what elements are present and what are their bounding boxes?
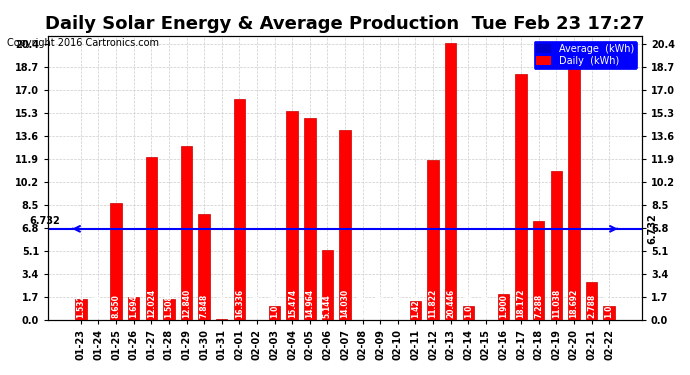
Bar [286, 111, 298, 320]
Bar [604, 306, 615, 320]
Bar [427, 160, 439, 320]
Bar [445, 44, 456, 320]
Text: 1.508: 1.508 [164, 294, 173, 318]
Text: 5.144: 5.144 [323, 294, 332, 318]
Text: 16.336: 16.336 [235, 289, 244, 318]
Bar [75, 299, 86, 320]
Bar [304, 117, 315, 320]
Bar [181, 146, 193, 320]
Text: 11.822: 11.822 [428, 289, 437, 318]
Bar [515, 74, 527, 320]
Text: 6.732: 6.732 [29, 216, 60, 226]
Legend: Average  (kWh), Daily  (kWh): Average (kWh), Daily (kWh) [533, 41, 637, 69]
Bar [551, 171, 562, 320]
Text: 7.288: 7.288 [534, 294, 543, 318]
Text: 12.840: 12.840 [182, 289, 191, 318]
Text: 1.010: 1.010 [464, 294, 473, 318]
Title: Daily Solar Energy & Average Production  Tue Feb 23 17:27: Daily Solar Energy & Average Production … [46, 15, 644, 33]
Text: 1.694: 1.694 [129, 294, 138, 318]
Text: 18.172: 18.172 [517, 288, 526, 318]
Text: 1.058: 1.058 [270, 294, 279, 318]
Bar [410, 301, 421, 320]
Text: 11.038: 11.038 [552, 289, 561, 318]
Text: 14.964: 14.964 [305, 289, 314, 318]
Bar [322, 250, 333, 320]
Bar [269, 306, 280, 320]
Text: 7.848: 7.848 [199, 294, 208, 318]
Text: 15.474: 15.474 [288, 289, 297, 318]
Text: 0.000: 0.000 [94, 294, 103, 318]
Text: 0.000: 0.000 [376, 294, 385, 318]
Text: 0.000: 0.000 [253, 294, 262, 318]
Bar [568, 67, 580, 320]
Text: 12.024: 12.024 [147, 289, 156, 318]
Bar [234, 99, 245, 320]
Text: 1.900: 1.900 [499, 294, 508, 318]
Text: 1.052: 1.052 [604, 294, 613, 318]
Text: 0.000: 0.000 [393, 294, 402, 318]
Bar [128, 297, 139, 320]
Text: 1.532: 1.532 [77, 294, 86, 318]
Bar [533, 221, 544, 320]
Text: 1.426: 1.426 [411, 294, 420, 318]
Text: 0.000: 0.000 [358, 294, 367, 318]
Bar [199, 214, 210, 320]
Bar [497, 294, 509, 320]
Text: 6.732: 6.732 [648, 213, 658, 244]
Bar [146, 157, 157, 320]
Text: 2.788: 2.788 [587, 294, 596, 318]
Bar [110, 203, 122, 320]
Text: 18.692: 18.692 [569, 289, 578, 318]
Text: 0.000: 0.000 [482, 294, 491, 318]
Text: 14.030: 14.030 [340, 289, 350, 318]
Text: 20.446: 20.446 [446, 289, 455, 318]
Bar [339, 130, 351, 320]
Bar [163, 300, 175, 320]
Bar [462, 306, 474, 320]
Bar [586, 282, 598, 320]
Text: 0.096: 0.096 [217, 294, 226, 318]
Bar [216, 318, 228, 320]
Text: Copyright 2016 Cartronics.com: Copyright 2016 Cartronics.com [7, 38, 159, 48]
Text: 8.650: 8.650 [112, 294, 121, 318]
